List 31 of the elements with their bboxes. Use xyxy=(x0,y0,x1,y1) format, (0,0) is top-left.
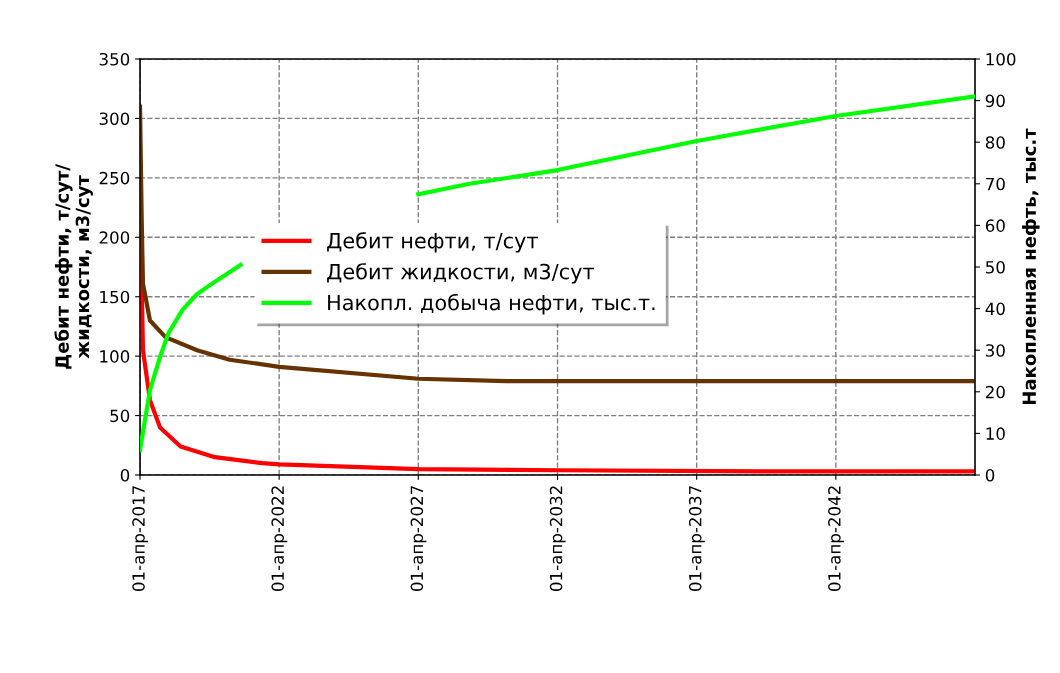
y-tick-label: 150 xyxy=(100,290,130,304)
y2-tick-label: 10 xyxy=(986,427,1005,440)
x-tick-label: 01-апр-2022 xyxy=(271,486,288,591)
x-tick-label: 01-апр-2037 xyxy=(688,486,705,591)
legend-label: Дебит жидкости, м3/сут xyxy=(327,262,595,284)
y-axis-title: Дебит нефти, т/сут/ жидкости, м3/сут xyxy=(54,164,93,369)
y-tick-label: 50 xyxy=(110,409,130,423)
y2-tick-label: 90 xyxy=(985,94,1005,108)
y-tick-label: 200 xyxy=(99,231,130,244)
x-tick-label: 01-апр-2027 xyxy=(410,486,427,591)
x-tick-label: 01-апр-2042 xyxy=(828,486,844,591)
y-tick-label: 100 xyxy=(100,350,130,363)
y2-axis-title: Накопленная нефть, тыс.т xyxy=(1022,128,1040,405)
y2-tick-label: 100 xyxy=(986,52,1016,66)
y2-tick-label: 50 xyxy=(986,260,1005,274)
y2-tick-label: 40 xyxy=(985,302,1005,316)
x-tick-label: 01-апр-2017 xyxy=(132,486,149,591)
y2-tick-label: 70 xyxy=(986,177,1005,191)
y2-tick-label: 20 xyxy=(985,385,1005,399)
y2-tick-label: 80 xyxy=(985,136,1005,149)
y2-tick-label: 60 xyxy=(985,219,1005,232)
line-series xyxy=(140,104,975,384)
legend-label: Накопл. добыча нефти, тыс.т. xyxy=(328,293,655,315)
y-tick-label: 300 xyxy=(99,112,130,125)
y2-tick-label: 30 xyxy=(985,344,1005,357)
y2-tick-label: 0 xyxy=(985,468,995,482)
y-tick-label: 250 xyxy=(99,171,130,185)
legend-label: Дебит нефти, т/сут xyxy=(327,232,538,253)
y-tick-label: 0 xyxy=(120,468,130,482)
y-tick-label: 350 xyxy=(99,52,130,66)
x-tick-label: 01-апр-2032 xyxy=(549,486,566,591)
